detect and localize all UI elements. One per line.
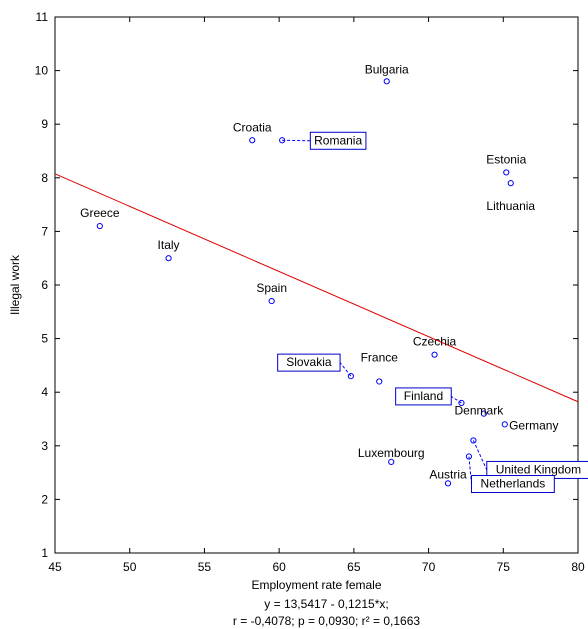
x-tick-label: 60	[272, 560, 286, 574]
point-label: Czechia	[413, 335, 457, 349]
data-point	[431, 351, 438, 358]
point-label: United Kingdom	[496, 462, 581, 476]
regression-line-layer	[54, 173, 579, 403]
y-tick-label: 10	[35, 64, 49, 78]
point-label: Spain	[256, 281, 287, 295]
y-tick-label: 11	[36, 10, 49, 24]
x-tick-label: 50	[123, 560, 137, 574]
data-labels: Bulgaria Croatia Romania Estonia Lithuania Gr…	[80, 62, 588, 494]
point-label: Slovakia	[286, 355, 332, 369]
label-leader	[450, 395, 462, 404]
point-label: Finland	[404, 389, 443, 403]
data-point	[165, 255, 172, 262]
label-box	[277, 353, 341, 372]
y-tick-label: 2	[41, 492, 48, 506]
regression-equation: y = 13,5417 - 0,1215*x;	[264, 597, 388, 611]
point-label: Greece	[80, 206, 120, 220]
data-point	[96, 222, 103, 230]
x-tick-label: 80	[571, 560, 585, 574]
data-point	[383, 78, 390, 85]
x-tick-label: 65	[347, 560, 361, 574]
point-label: Italy	[158, 238, 180, 252]
x-axis-title: Employment rate female	[251, 578, 381, 592]
data-point	[249, 137, 256, 144]
y-tick-label: 7	[41, 224, 48, 238]
data-point	[444, 480, 452, 487]
y-tick-label: 8	[41, 171, 48, 185]
label-box	[395, 387, 452, 406]
label-box	[309, 131, 367, 150]
y-tick-label: 3	[41, 439, 48, 453]
data-point	[347, 373, 354, 380]
data-point	[268, 297, 275, 305]
point-label: Estonia	[486, 152, 526, 166]
data-point	[376, 378, 383, 385]
y-tick-label: 5	[41, 332, 48, 346]
data-point	[480, 410, 487, 417]
x-tick-label: 75	[497, 560, 511, 574]
data-point	[507, 180, 514, 187]
point-label: Netherlands	[481, 477, 546, 491]
point-label: Croatia	[233, 120, 272, 134]
y-axis-title: Illegal work	[8, 254, 22, 315]
label-leader	[472, 440, 488, 471]
point-label: Austria	[429, 467, 467, 481]
data-point	[503, 169, 510, 176]
data-point	[465, 453, 473, 460]
point-label: Bulgaria	[365, 62, 409, 76]
point-label: Luxembourg	[358, 446, 425, 460]
y-tick-label: 4	[41, 385, 48, 399]
point-label: Lithuania	[486, 199, 535, 213]
data-point	[470, 437, 477, 444]
x-tick-label: 55	[198, 560, 212, 574]
data-point	[458, 399, 465, 407]
x-tick-label: 45	[48, 560, 62, 574]
regression-stats: r = -0,4078; p = 0,0930; r² = 0,1663	[233, 614, 420, 628]
label-box	[471, 475, 555, 494]
data-point	[501, 421, 508, 428]
data-point	[279, 137, 286, 144]
y-tick-label: 6	[41, 278, 48, 292]
data-point	[388, 458, 395, 465]
y-tick-label: 1	[41, 546, 48, 560]
y-tick-label: 9	[41, 117, 48, 131]
point-label: Romania	[314, 133, 362, 147]
point-label: Denmark	[455, 404, 505, 418]
point-label: Germany	[509, 418, 558, 432]
data-points	[96, 78, 514, 487]
point-label: France	[361, 350, 399, 364]
x-tick-label: 70	[422, 560, 436, 574]
regression-line	[54, 173, 579, 403]
